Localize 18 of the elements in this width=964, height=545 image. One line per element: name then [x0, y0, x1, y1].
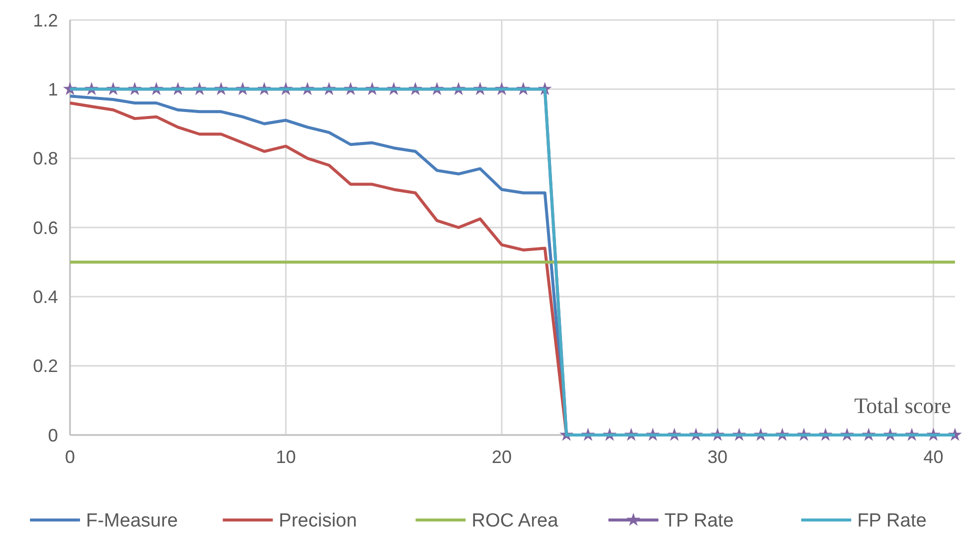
- x-tick-label: 0: [64, 447, 76, 467]
- y-tick-label: 0: [48, 425, 58, 446]
- x-tick-label: 20: [492, 447, 512, 467]
- legend-label: Precision: [278, 510, 357, 532]
- legend-label: TP Rate: [664, 510, 734, 532]
- x-axis-title: Total score: [854, 393, 951, 418]
- legend-label: FP Rate: [857, 510, 927, 532]
- x-tick-label: 30: [708, 447, 728, 467]
- x-tick-label: 10: [276, 447, 296, 467]
- legend-label: ROC Area: [472, 510, 559, 532]
- y-tick-label: 0.8: [32, 148, 58, 169]
- y-tick-label: 1: [48, 79, 58, 100]
- y-tick-label: 0.2: [32, 356, 58, 376]
- legend-label: F-Measure: [86, 510, 178, 532]
- x-tick-label: 40: [923, 447, 944, 467]
- y-tick-label: 0.4: [32, 286, 58, 307]
- y-tick-label: 0.6: [32, 218, 58, 238]
- y-tick-label: 1.2: [32, 10, 58, 30]
